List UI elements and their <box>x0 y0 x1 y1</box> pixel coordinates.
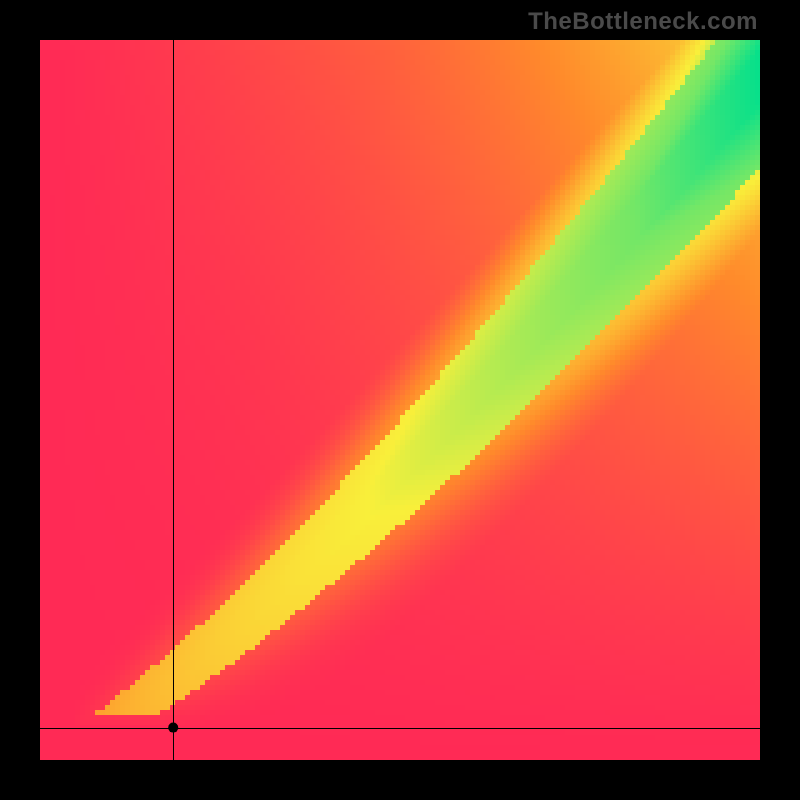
heatmap-canvas <box>0 0 800 800</box>
watermark-text: TheBottleneck.com <box>528 8 758 36</box>
figure-container: TheBottleneck.com <box>0 0 800 800</box>
